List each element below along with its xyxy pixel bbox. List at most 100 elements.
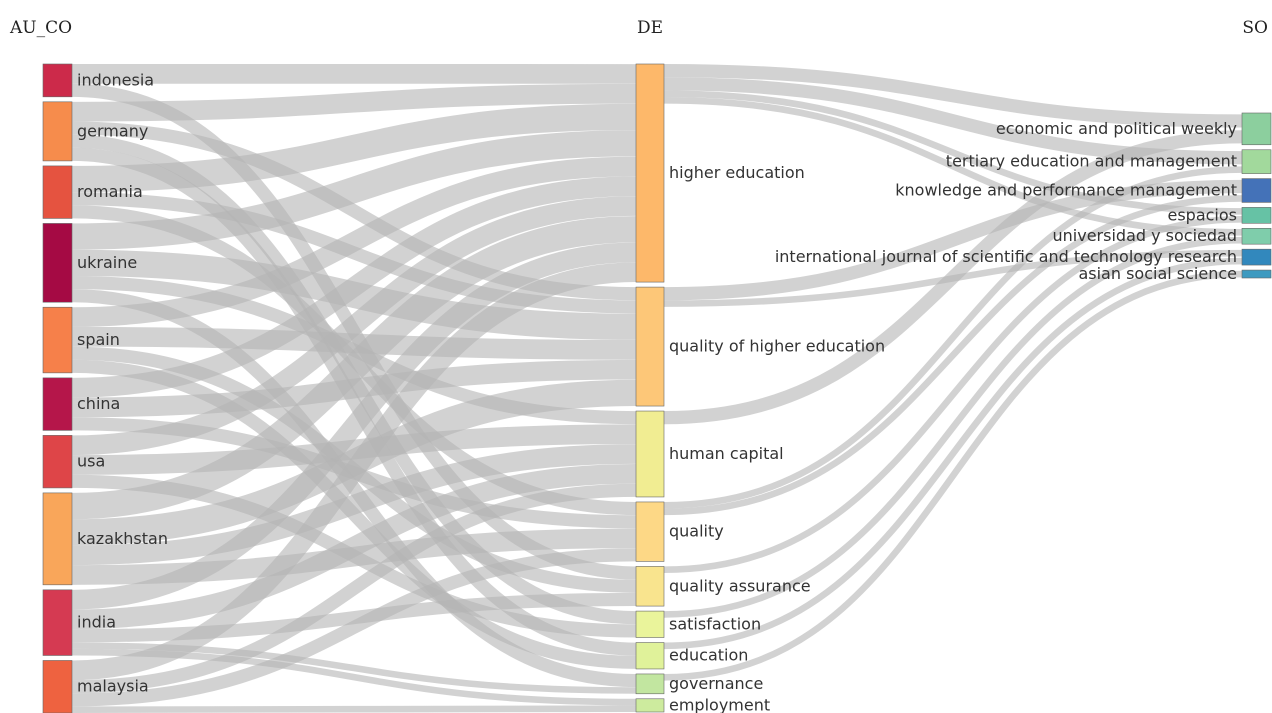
link-spain-to-quality_of_higher_education [71, 326, 637, 360]
node-bar[interactable] [42, 101, 73, 162]
link-china-to-quality_of_higher_education [71, 359, 637, 418]
node-romania[interactable]: romania [42, 165, 143, 219]
node-spain[interactable]: spain [42, 306, 120, 374]
link-quality_assurance-to-espacios [663, 216, 1243, 574]
node-epw[interactable]: economic and political weekly [996, 112, 1272, 146]
link-satisfaction-to-uys [663, 236, 1243, 618]
node-bar[interactable] [42, 306, 73, 374]
link-malaysia-to-quality [71, 548, 637, 707]
node-label: knowledge and performance management [895, 181, 1237, 200]
node-bar[interactable] [1241, 269, 1272, 279]
node-label: quality assurance [669, 576, 811, 595]
node-bar[interactable] [1241, 207, 1272, 224]
node-quality-of-higher-education[interactable]: quality of higher education [635, 286, 885, 407]
column-title-so: SO [1242, 18, 1268, 38]
link-higher_education-to-uys [663, 97, 1243, 236]
link-kazakhstan-to-higher_education [71, 216, 637, 520]
links-layer [71, 63, 1243, 713]
link-human_capital-to-epw [663, 130, 1243, 425]
column-titles: AU_CO DE SO [9, 18, 1268, 38]
node-bar[interactable] [635, 63, 665, 283]
node-label: germany [77, 121, 148, 140]
node-malaysia[interactable]: malaysia [42, 660, 149, 713]
node-ass[interactable]: asian social science [1078, 264, 1272, 283]
node-label: international journal of scientific and … [775, 247, 1237, 266]
node-label: quality of higher education [669, 337, 885, 356]
node-bar[interactable] [42, 492, 73, 586]
node-label: india [77, 613, 116, 632]
node-bar[interactable] [635, 698, 665, 713]
node-espacios[interactable]: espacios [1167, 205, 1272, 224]
node-bar[interactable] [42, 63, 73, 98]
node-label: romania [77, 182, 143, 201]
node-bar[interactable] [1241, 112, 1272, 146]
node-bar[interactable] [635, 566, 665, 607]
node-label: indonesia [77, 70, 154, 89]
node-label: universidad y sociedad [1053, 226, 1237, 245]
link-india-to-higher_education [71, 242, 637, 610]
node-bar[interactable] [635, 610, 665, 638]
node-bar[interactable] [42, 377, 73, 431]
link-malaysia-to-higher_education [71, 262, 637, 681]
link-higher_education-to-epw [663, 64, 1243, 128]
node-bar[interactable] [635, 673, 665, 695]
node-governance[interactable]: governance [635, 673, 763, 695]
node-higher-education[interactable]: higher education [635, 63, 805, 283]
node-germany[interactable]: germany [42, 101, 148, 162]
node-bar[interactable] [42, 165, 73, 219]
node-quality-assurance[interactable]: quality assurance [635, 566, 811, 607]
node-human-capital[interactable]: human capital [635, 410, 784, 498]
link-ukraine-to-higher_education [71, 130, 637, 250]
column-title-de: DE [637, 18, 663, 38]
node-label: malaysia [77, 677, 149, 696]
node-ijstr[interactable]: international journal of scientific and … [775, 247, 1272, 266]
node-label: satisfaction [669, 614, 761, 633]
node-employment[interactable]: employment [635, 695, 770, 713]
link-malaysia-to-employment [71, 705, 637, 713]
link-quality_of_higher_education-to-kpm [663, 179, 1243, 301]
node-indonesia[interactable]: indonesia [42, 63, 154, 98]
link-education-to-ijstr [663, 257, 1243, 650]
node-label: economic and political weekly [996, 119, 1237, 138]
node-india[interactable]: india [42, 589, 116, 656]
node-bar[interactable] [1241, 227, 1272, 245]
node-label: spain [77, 330, 120, 349]
node-quality[interactable]: quality [635, 501, 724, 562]
node-china[interactable]: china [42, 377, 120, 431]
node-bar[interactable] [635, 501, 665, 562]
node-bar[interactable] [1241, 178, 1272, 203]
node-bar[interactable] [635, 286, 665, 407]
node-label: higher education [669, 163, 805, 182]
node-uys[interactable]: universidad y sociedad [1053, 226, 1272, 245]
link-quality-to-kpm [663, 195, 1243, 516]
node-label: governance [669, 674, 763, 693]
node-ukraine[interactable]: ukraine [42, 223, 137, 303]
link-india-to-quality_assurance [71, 592, 637, 643]
node-bar[interactable] [42, 435, 73, 489]
link-governance-to-ass [663, 270, 1243, 681]
node-satisfaction[interactable]: satisfaction [635, 610, 761, 638]
node-label: kazakhstan [77, 529, 168, 548]
node-bar[interactable] [635, 642, 665, 670]
node-bar[interactable] [1241, 248, 1272, 266]
node-usa[interactable]: usa [42, 435, 105, 489]
link-usa-to-higher_education [71, 196, 637, 456]
node-bar[interactable] [1241, 149, 1272, 174]
node-label: usa [77, 452, 105, 471]
node-bar[interactable] [42, 223, 73, 303]
node-tem[interactable]: tertiary education and management [946, 149, 1272, 174]
node-kpm[interactable]: knowledge and performance management [895, 178, 1272, 203]
nodes-layer: indonesia germany romania ukraine spain china… [42, 63, 1272, 713]
node-label: human capital [669, 444, 784, 463]
link-malaysia-to-human_capital [71, 483, 637, 694]
node-bar[interactable] [635, 410, 665, 498]
node-education[interactable]: education [635, 642, 748, 670]
node-label: quality [669, 522, 724, 541]
link-china-to-higher_education [71, 176, 637, 398]
node-bar[interactable] [42, 660, 73, 713]
link-kazakhstan-to-human_capital [71, 444, 637, 566]
node-label: espacios [1167, 205, 1237, 224]
node-bar[interactable] [42, 589, 73, 656]
node-kazakhstan[interactable]: kazakhstan [42, 492, 168, 586]
